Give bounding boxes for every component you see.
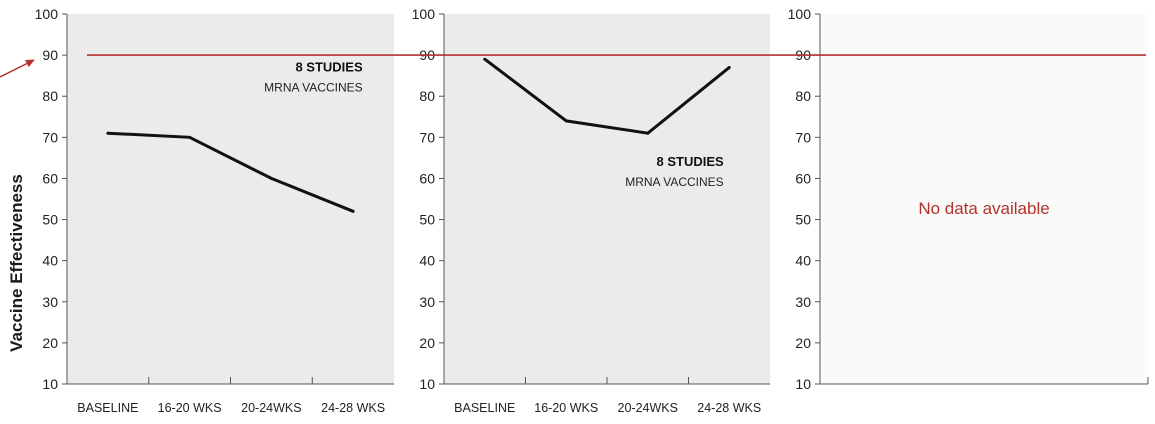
y-tick-label: 70 (795, 129, 811, 145)
plot-area (67, 14, 394, 384)
y-tick-label: 40 (42, 253, 58, 269)
y-tick-label: 30 (419, 294, 435, 310)
y-tick-label: 80 (795, 88, 811, 104)
data-point (483, 57, 487, 61)
y-tick-label: 30 (42, 294, 58, 310)
y-axis-title: Vaccine Effectiveness (7, 174, 26, 352)
y-tick-label: 40 (419, 253, 435, 269)
y-tick-label: 10 (795, 376, 811, 392)
data-point (646, 131, 650, 135)
plot-area (820, 14, 1148, 384)
y-tick-label: 10 (42, 376, 58, 392)
x-tick-label: 16-20 WKS (158, 401, 222, 415)
y-tick-label: 20 (795, 335, 811, 351)
y-tick-label: 100 (788, 6, 812, 22)
y-tick-label: 20 (419, 335, 435, 351)
annotation-subtitle: MRNA VACCINES (264, 81, 362, 95)
y-tick-label: 100 (35, 6, 59, 22)
y-tick-label: 80 (419, 88, 435, 104)
y-tick-label: 10 (419, 376, 435, 392)
reference-pointer-arrow (0, 59, 35, 78)
annotation-subtitle: MRNA VACCINES (625, 175, 723, 189)
annotation-title: 8 STUDIES (657, 154, 725, 169)
data-point (564, 119, 568, 123)
series-line (483, 58, 731, 135)
x-tick-label: 16-20 WKS (534, 401, 598, 415)
data-point (351, 209, 355, 213)
plot-area (444, 14, 770, 384)
x-tick-label: 20-24WKS (618, 401, 678, 415)
y-tick-label: 50 (419, 212, 435, 228)
data-point (727, 65, 731, 69)
x-tick-label: 24-28 WKS (697, 401, 761, 415)
y-tick-label: 40 (795, 253, 811, 269)
data-point (269, 176, 273, 180)
y-tick-label: 100 (412, 6, 436, 22)
x-tick-label: 20-24WKS (241, 401, 301, 415)
y-tick-label: 60 (795, 170, 811, 186)
x-tick-label: BASELINE (454, 401, 515, 415)
series-line (107, 131, 354, 213)
x-tick-label: 24-28 WKS (321, 401, 385, 415)
y-tick-label: 70 (419, 129, 435, 145)
y-tick-label: 90 (42, 47, 58, 63)
chart-panel-1: 10 20 30 40 50 60 70 80 90 100 BASELINE 16-20 WKS 20… (35, 6, 394, 415)
y-tick-label: 20 (42, 335, 58, 351)
data-point (106, 131, 110, 135)
y-tick-label: 30 (795, 294, 811, 310)
y-tick-label: 60 (42, 170, 58, 186)
x-tick-label: BASELINE (77, 401, 138, 415)
y-tick-label: 80 (42, 88, 58, 104)
y-tick-label: 50 (42, 212, 58, 228)
data-point (188, 135, 192, 139)
y-tick-label: 50 (795, 212, 811, 228)
y-tick-label: 60 (419, 170, 435, 186)
y-tick-label: 70 (42, 129, 58, 145)
annotation-title: 8 STUDIES (295, 60, 363, 75)
no-data-message: No data available (918, 199, 1049, 218)
